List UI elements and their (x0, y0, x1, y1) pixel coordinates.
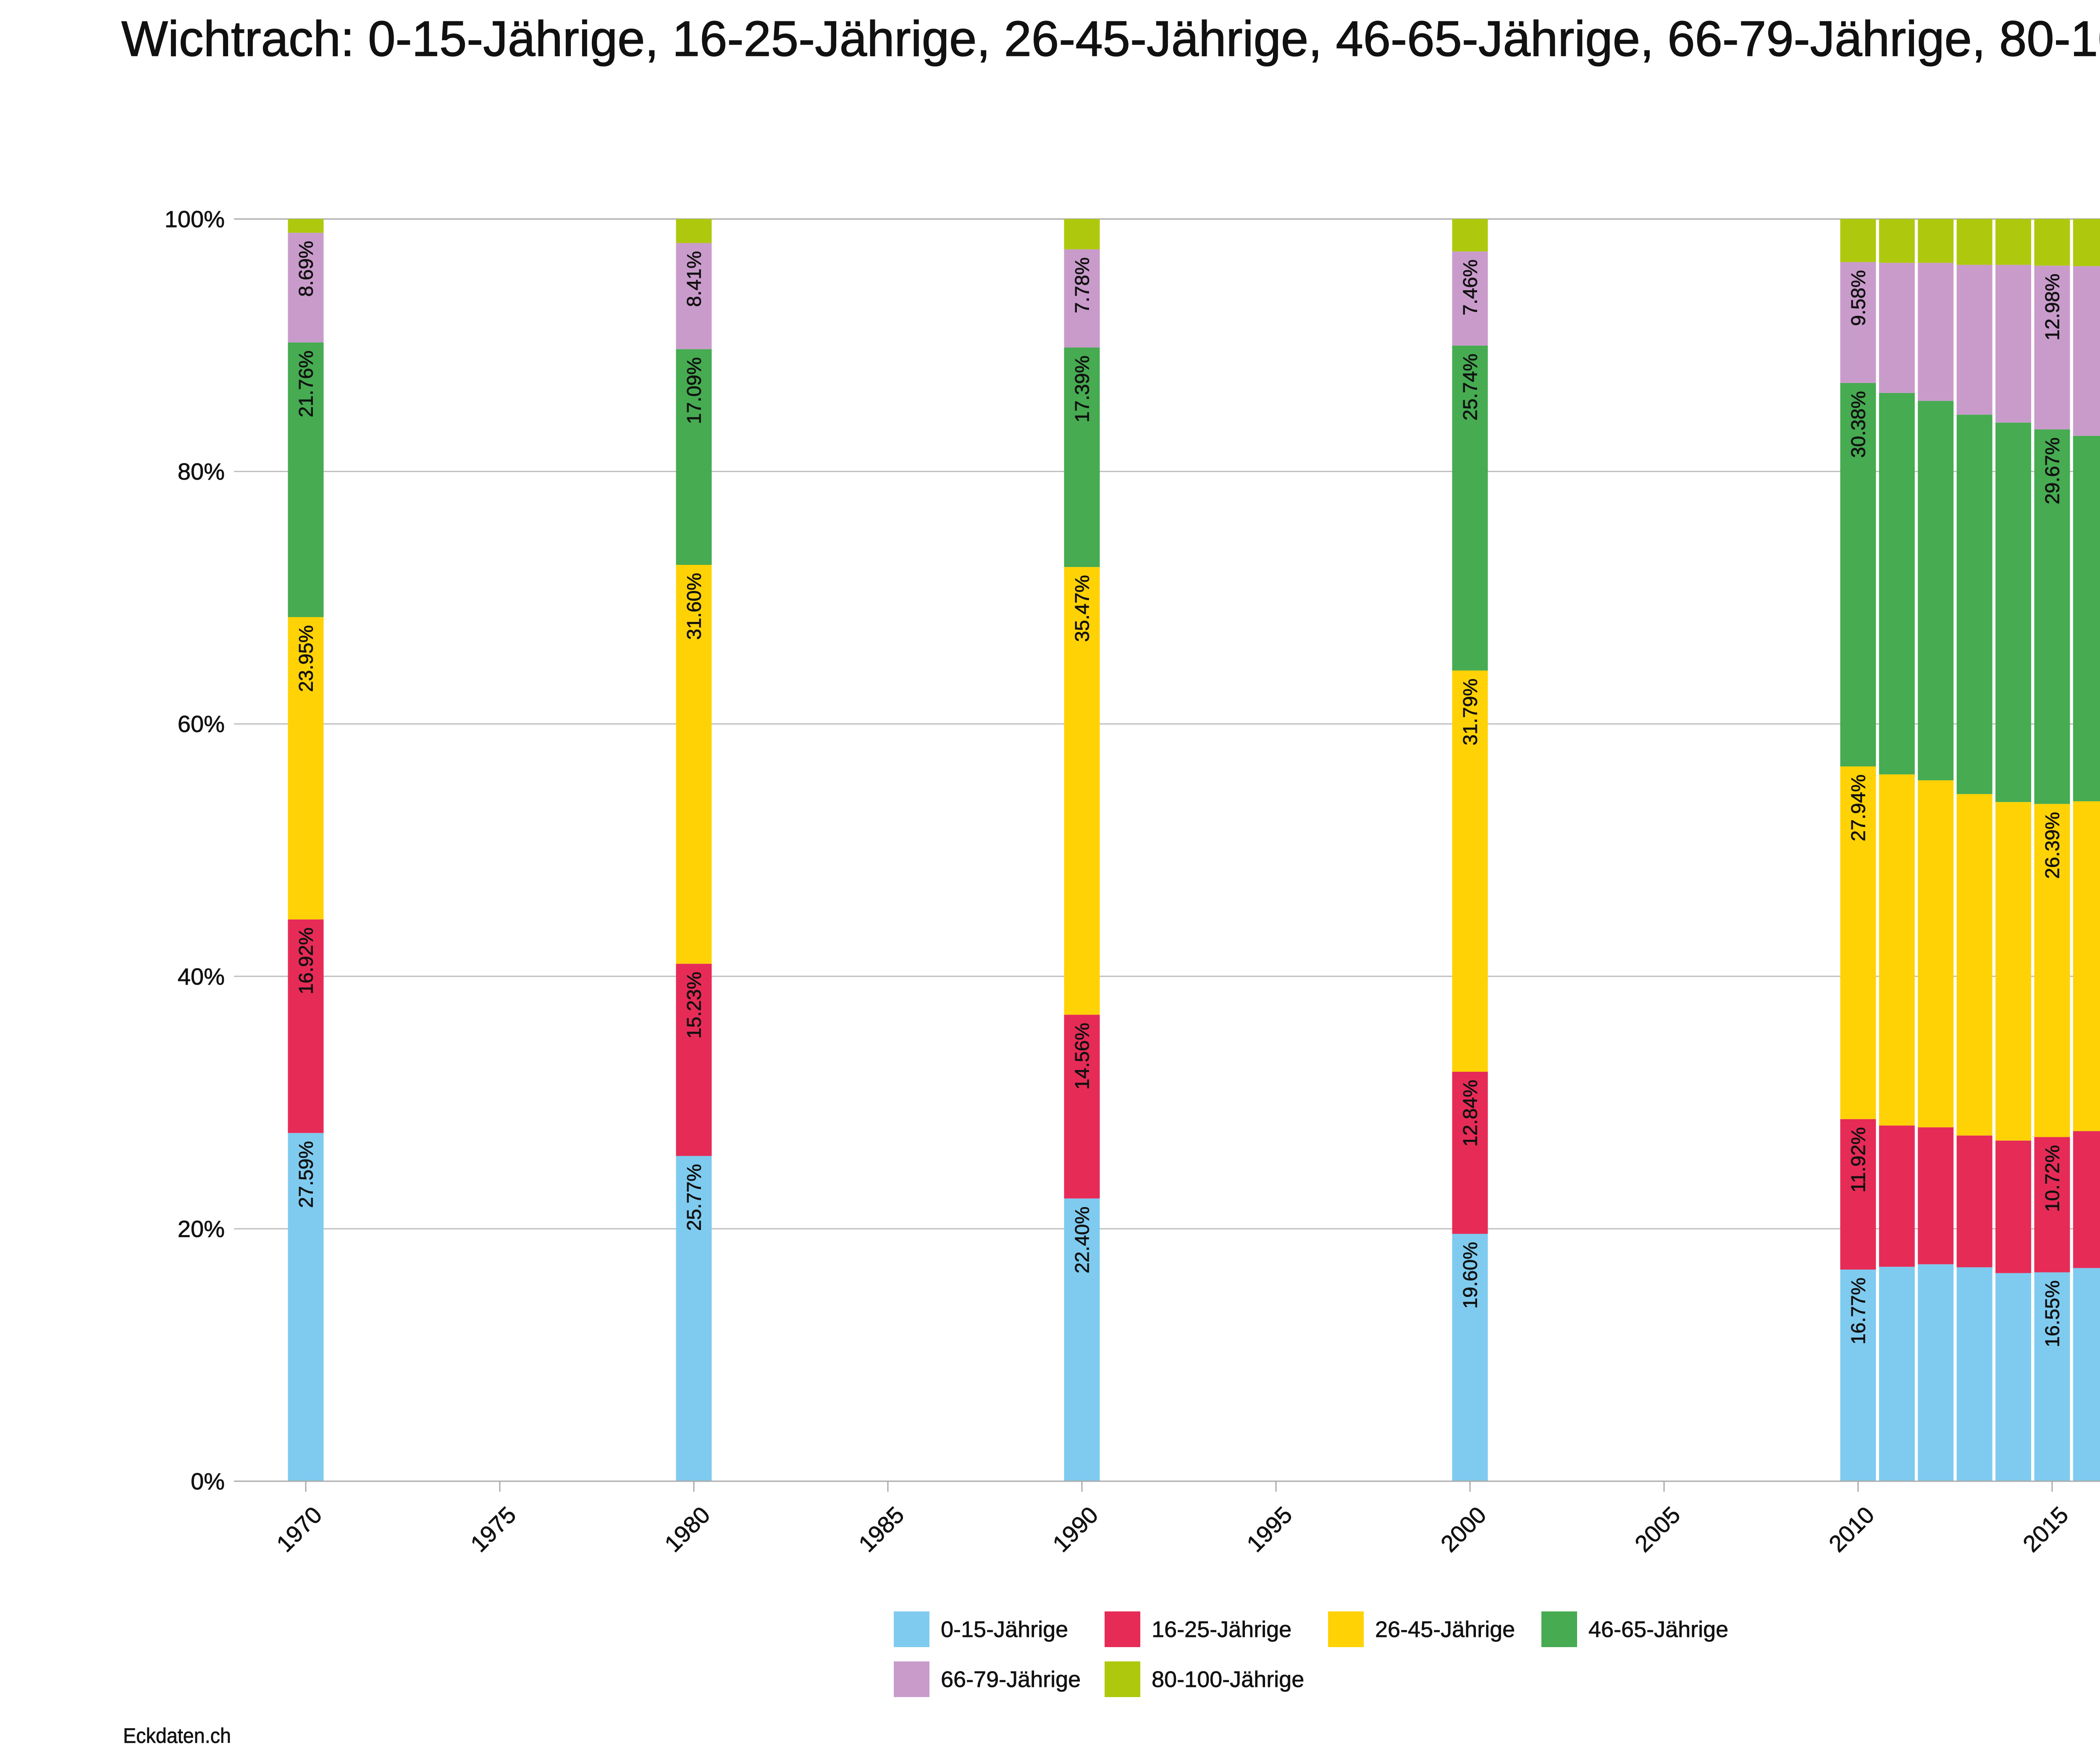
svg-text:100%: 100% (165, 206, 225, 232)
svg-text:0%: 0% (191, 1468, 225, 1495)
svg-text:21.76%: 21.76% (295, 350, 317, 417)
svg-text:80%: 80% (178, 458, 225, 485)
svg-text:8.69%: 8.69% (295, 241, 317, 296)
svg-text:7.78%: 7.78% (1071, 257, 1093, 313)
svg-text:16.55%: 16.55% (2041, 1280, 2063, 1347)
svg-text:25.74%: 25.74% (1459, 354, 1481, 420)
svg-text:46-65-Jährige: 46-65-Jährige (1588, 1617, 1728, 1642)
svg-text:16-25-Jährige: 16-25-Jährige (1152, 1617, 1292, 1642)
svg-text:16.77%: 16.77% (1847, 1278, 1869, 1344)
svg-text:16.92%: 16.92% (295, 927, 317, 994)
svg-text:9.58%: 9.58% (1847, 270, 1869, 326)
svg-text:31.79%: 31.79% (1459, 679, 1481, 745)
svg-text:12.84%: 12.84% (1459, 1080, 1481, 1147)
svg-text:27.94%: 27.94% (1847, 774, 1869, 841)
svg-text:80-100-Jährige: 80-100-Jährige (1152, 1667, 1304, 1692)
svg-text:Eckdaten.ch: Eckdaten.ch (123, 1724, 231, 1747)
svg-text:10.72%: 10.72% (2041, 1145, 2063, 1212)
svg-text:26.39%: 26.39% (2041, 812, 2063, 879)
svg-text:60%: 60% (178, 711, 225, 737)
svg-text:25.77%: 25.77% (683, 1164, 705, 1231)
svg-text:15.23%: 15.23% (683, 972, 705, 1039)
svg-text:8.41%: 8.41% (683, 251, 705, 307)
svg-text:31.60%: 31.60% (683, 573, 705, 640)
svg-text:29.67%: 29.67% (2041, 438, 2063, 504)
svg-text:66-79-Jährige: 66-79-Jährige (941, 1667, 1081, 1692)
svg-text:12.98%: 12.98% (2041, 273, 2063, 340)
svg-text:40%: 40% (178, 963, 225, 989)
svg-text:35.47%: 35.47% (1071, 575, 1093, 642)
svg-text:14.56%: 14.56% (1071, 1023, 1093, 1089)
svg-text:7.46%: 7.46% (1459, 260, 1481, 315)
svg-text:30.38%: 30.38% (1847, 391, 1869, 458)
svg-text:Wichtrach: 0-15-Jährige, 16-25: Wichtrach: 0-15-Jährige, 16-25-Jährige, … (121, 11, 2100, 67)
svg-text:20%: 20% (178, 1215, 225, 1242)
svg-text:23.95%: 23.95% (295, 625, 317, 692)
svg-text:19.60%: 19.60% (1459, 1242, 1481, 1309)
svg-text:0-15-Jährige: 0-15-Jährige (941, 1617, 1068, 1642)
svg-text:17.09%: 17.09% (683, 357, 705, 424)
svg-text:17.39%: 17.39% (1071, 356, 1093, 422)
svg-text:11.92%: 11.92% (1847, 1127, 1869, 1193)
svg-text:26-45-Jährige: 26-45-Jährige (1375, 1617, 1515, 1642)
svg-text:27.59%: 27.59% (295, 1141, 317, 1208)
svg-text:22.40%: 22.40% (1071, 1207, 1093, 1273)
